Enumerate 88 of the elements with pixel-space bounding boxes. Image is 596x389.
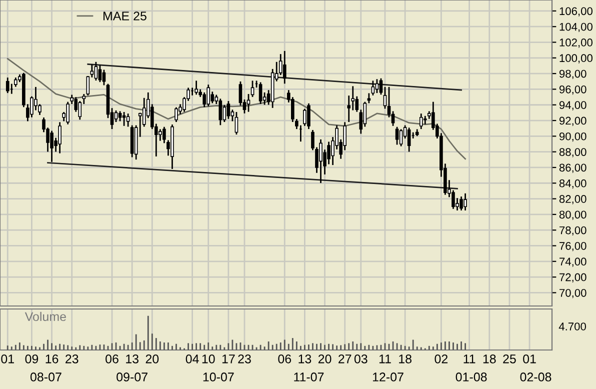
candlestick xyxy=(50,130,54,162)
x-tick-label: 11 xyxy=(379,354,391,364)
x-tick-label: 23 xyxy=(238,354,251,364)
x-tick-label: 18 xyxy=(483,354,496,364)
candlestick xyxy=(379,78,383,95)
y-tick-label: 102,00 xyxy=(560,38,592,48)
text: 12-07 xyxy=(372,372,404,382)
candlestick xyxy=(395,126,399,145)
y-tick-label: 94,00 xyxy=(559,101,586,110)
candlestick xyxy=(250,80,254,97)
x-tick-label: 09 xyxy=(25,354,38,364)
candlestick xyxy=(407,128,411,152)
y-tick-label: 84,00 xyxy=(559,179,586,189)
text: 09-07 xyxy=(116,372,148,382)
x-tick-label: 20 xyxy=(318,354,332,364)
candlestick xyxy=(58,122,62,154)
text: 01-08 xyxy=(456,372,487,382)
x-tick-label: 02 xyxy=(434,354,448,364)
x-tick-label: 04 xyxy=(186,354,199,364)
x-tick-label: 27 xyxy=(338,354,352,364)
x-tick-label: 17 xyxy=(222,354,235,364)
candlestick xyxy=(303,108,306,126)
x-tick-label: 25 xyxy=(503,354,516,364)
x-tick-label: 13 xyxy=(126,354,138,364)
candlestick xyxy=(6,78,10,94)
candlestick xyxy=(226,101,230,119)
candlestick xyxy=(460,196,463,210)
y-tick-label: 86,00 xyxy=(559,164,586,173)
candlestick xyxy=(102,70,106,86)
candlestick xyxy=(363,102,367,127)
candlestick xyxy=(206,84,210,106)
candlestick xyxy=(371,80,375,96)
y-tick-label: 92,00 xyxy=(559,116,586,126)
candlestick xyxy=(367,93,371,104)
candlestick xyxy=(98,65,102,82)
chart-title: Volume xyxy=(24,312,66,322)
x-tick-label: 18 xyxy=(399,354,412,364)
candlestick xyxy=(194,80,198,95)
candlestick xyxy=(122,112,126,126)
candlestick xyxy=(158,129,162,141)
legend-label: MAE 25 xyxy=(104,12,146,20)
y-tick-label: 70,00 xyxy=(560,288,586,298)
candlestick xyxy=(464,193,467,210)
x-tick-label: 10 xyxy=(202,354,215,364)
candlestick xyxy=(174,107,178,122)
candlestick xyxy=(307,103,310,130)
x-tick-label: 16 xyxy=(46,354,58,364)
y-tick-label: 106,00 xyxy=(560,7,592,16)
y-tick-label: 78,00 xyxy=(560,226,586,236)
text: 11-07 xyxy=(294,372,324,382)
y-tick-label: 90,00 xyxy=(559,132,586,142)
candlestick xyxy=(399,129,403,146)
y-tick-label: 104,00 xyxy=(560,22,592,32)
candlestick xyxy=(282,50,286,84)
candlestick xyxy=(218,98,222,126)
candlestick xyxy=(319,139,322,184)
candlestick xyxy=(234,112,238,135)
x-tick-label: 20 xyxy=(146,354,159,364)
y-tick-label: 88,00 xyxy=(559,148,586,158)
y-tick-label: 82,00 xyxy=(559,195,586,204)
candlestick xyxy=(114,110,118,122)
candlestick xyxy=(94,62,98,81)
y-tick-label: 72,00 xyxy=(560,273,586,282)
y-tick-label: 96,00 xyxy=(559,85,586,95)
x-tick-label: 01 xyxy=(1,354,14,364)
candlestick xyxy=(238,81,242,106)
text: 02-08 xyxy=(520,372,552,382)
y-tick-label: 74,00 xyxy=(560,258,586,267)
y-tick-label: 80,00 xyxy=(559,210,586,220)
x-tick-label: 13 xyxy=(298,354,312,364)
text: 08-07 xyxy=(30,372,62,382)
x-tick-label: 06 xyxy=(106,354,118,364)
x-tick-label: 03 xyxy=(354,354,368,364)
x-tick-label: 01 xyxy=(523,354,536,364)
y-tick-label: 76,00 xyxy=(560,242,586,252)
candlestick xyxy=(419,114,423,130)
text: 4.700 xyxy=(558,322,586,330)
candlestick xyxy=(383,86,387,109)
y-tick-label: 98,00 xyxy=(559,70,586,80)
candlestick xyxy=(126,114,130,127)
candlestick xyxy=(258,82,262,104)
x-tick-label: 06 xyxy=(278,354,292,364)
text: 10-07 xyxy=(203,372,234,382)
y-tick-label: 100,00 xyxy=(560,54,592,64)
candlestick xyxy=(246,94,250,112)
line-series xyxy=(6,58,466,160)
x-tick-label: 23 xyxy=(66,354,78,364)
x-tick-label: 11 xyxy=(464,354,476,364)
